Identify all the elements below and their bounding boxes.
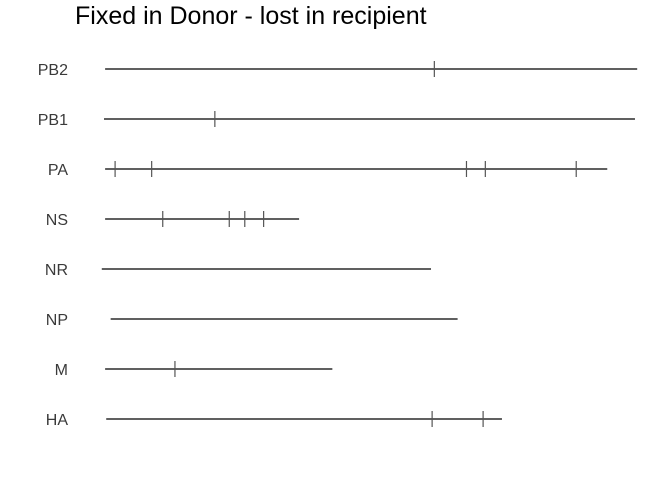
segment-label: NS (46, 212, 68, 229)
segment-label: NR (45, 262, 68, 279)
segment-row-pb1: PB1 (38, 111, 635, 129)
segment-label: HA (46, 412, 69, 429)
segment-row-m: M (55, 361, 333, 379)
segment-row-pb2: PB2 (38, 61, 638, 79)
segment-label: PA (48, 162, 68, 179)
segment-label: PB1 (38, 112, 68, 129)
segment-label: M (55, 362, 68, 379)
segment-label: PB2 (38, 62, 68, 79)
chart-title: Fixed in Donor - lost in recipient (75, 2, 427, 30)
segment-row-np: NP (46, 312, 458, 329)
segment-row-ha: HA (46, 411, 502, 429)
segment-row-nr: NR (45, 262, 432, 279)
segment-label: NP (46, 312, 68, 329)
segment-row-ns: NS (46, 211, 300, 229)
segment-row-pa: PA (48, 161, 608, 179)
